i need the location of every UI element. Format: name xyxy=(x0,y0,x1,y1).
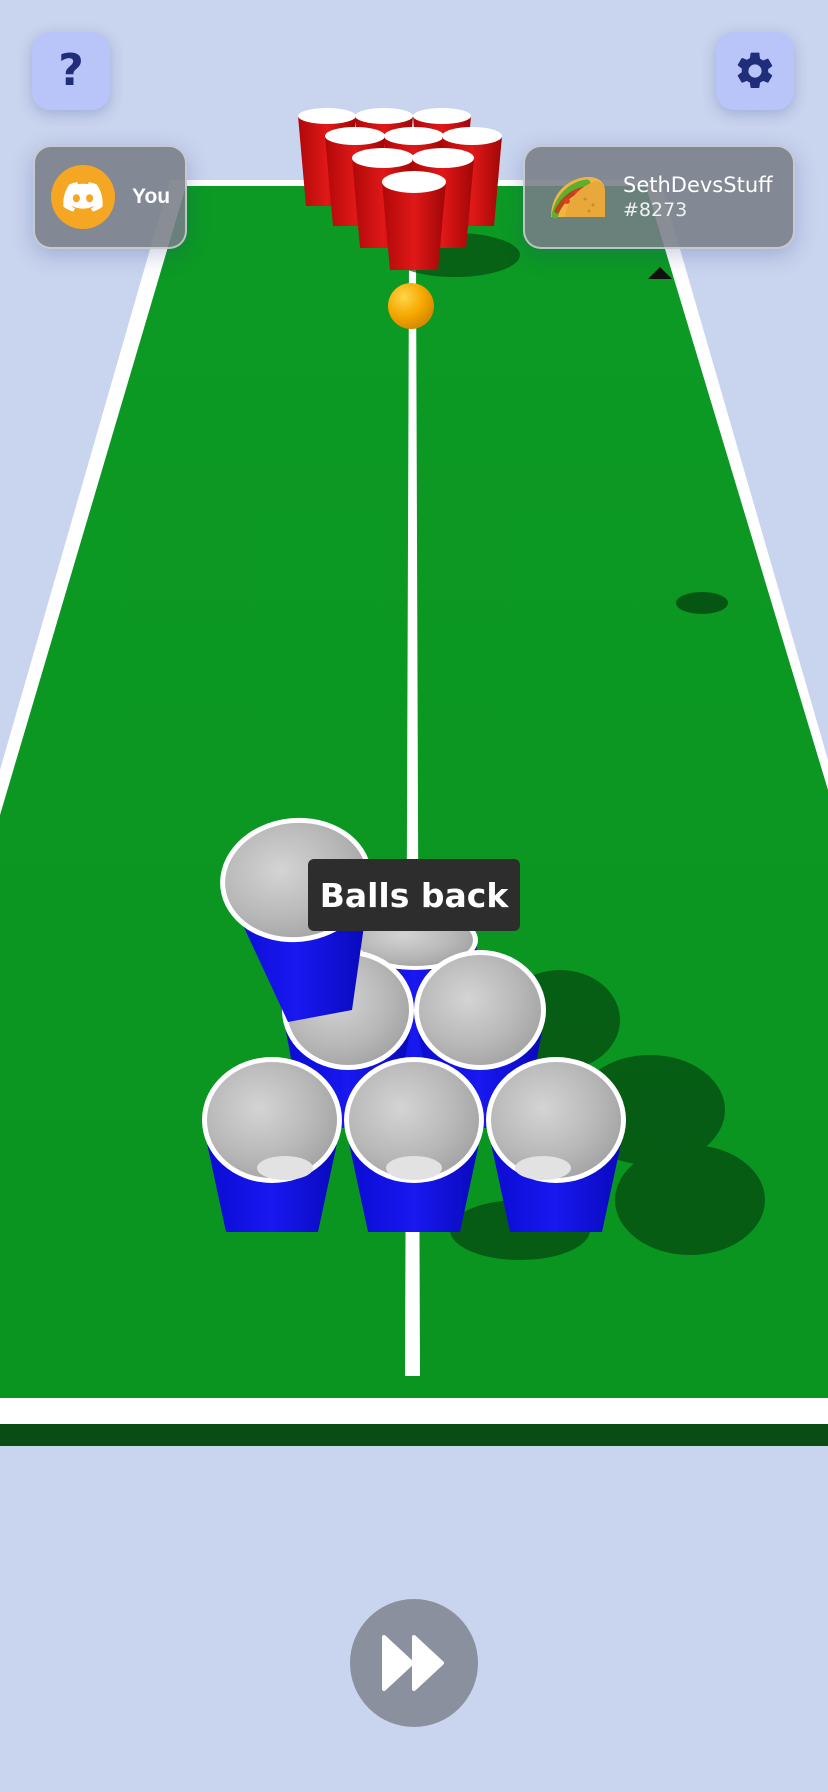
player-cup[interactable] xyxy=(344,1057,484,1232)
player-card-opponent: SethDevsStuff #8273 xyxy=(523,145,795,249)
avatar xyxy=(51,165,115,229)
opponent-cup xyxy=(382,171,446,270)
opponent-cups xyxy=(298,108,502,270)
player-card-you: You xyxy=(33,145,187,249)
opponent-tag: #8273 xyxy=(623,199,688,221)
taco-icon xyxy=(551,177,605,219)
player-name-you: You xyxy=(132,185,171,208)
fast-forward-icon xyxy=(382,1635,444,1691)
ball-shadow xyxy=(676,592,728,614)
table-front-edge xyxy=(0,1398,828,1424)
turn-indicator-arrow xyxy=(648,267,672,279)
ping-pong-ball xyxy=(388,283,434,329)
opponent-name: SethDevsStuff xyxy=(623,173,773,197)
status-label: Balls back xyxy=(308,859,520,931)
table-front-shadow xyxy=(0,1424,828,1446)
question-icon: ? xyxy=(58,45,84,96)
gear-icon xyxy=(737,52,773,89)
player-cup[interactable] xyxy=(486,1057,626,1232)
player-cup[interactable] xyxy=(202,1057,342,1232)
fast-forward-button[interactable] xyxy=(350,1599,478,1727)
help-button[interactable]: ? xyxy=(32,32,110,110)
discord-icon xyxy=(63,182,103,212)
settings-button[interactable] xyxy=(716,32,794,110)
